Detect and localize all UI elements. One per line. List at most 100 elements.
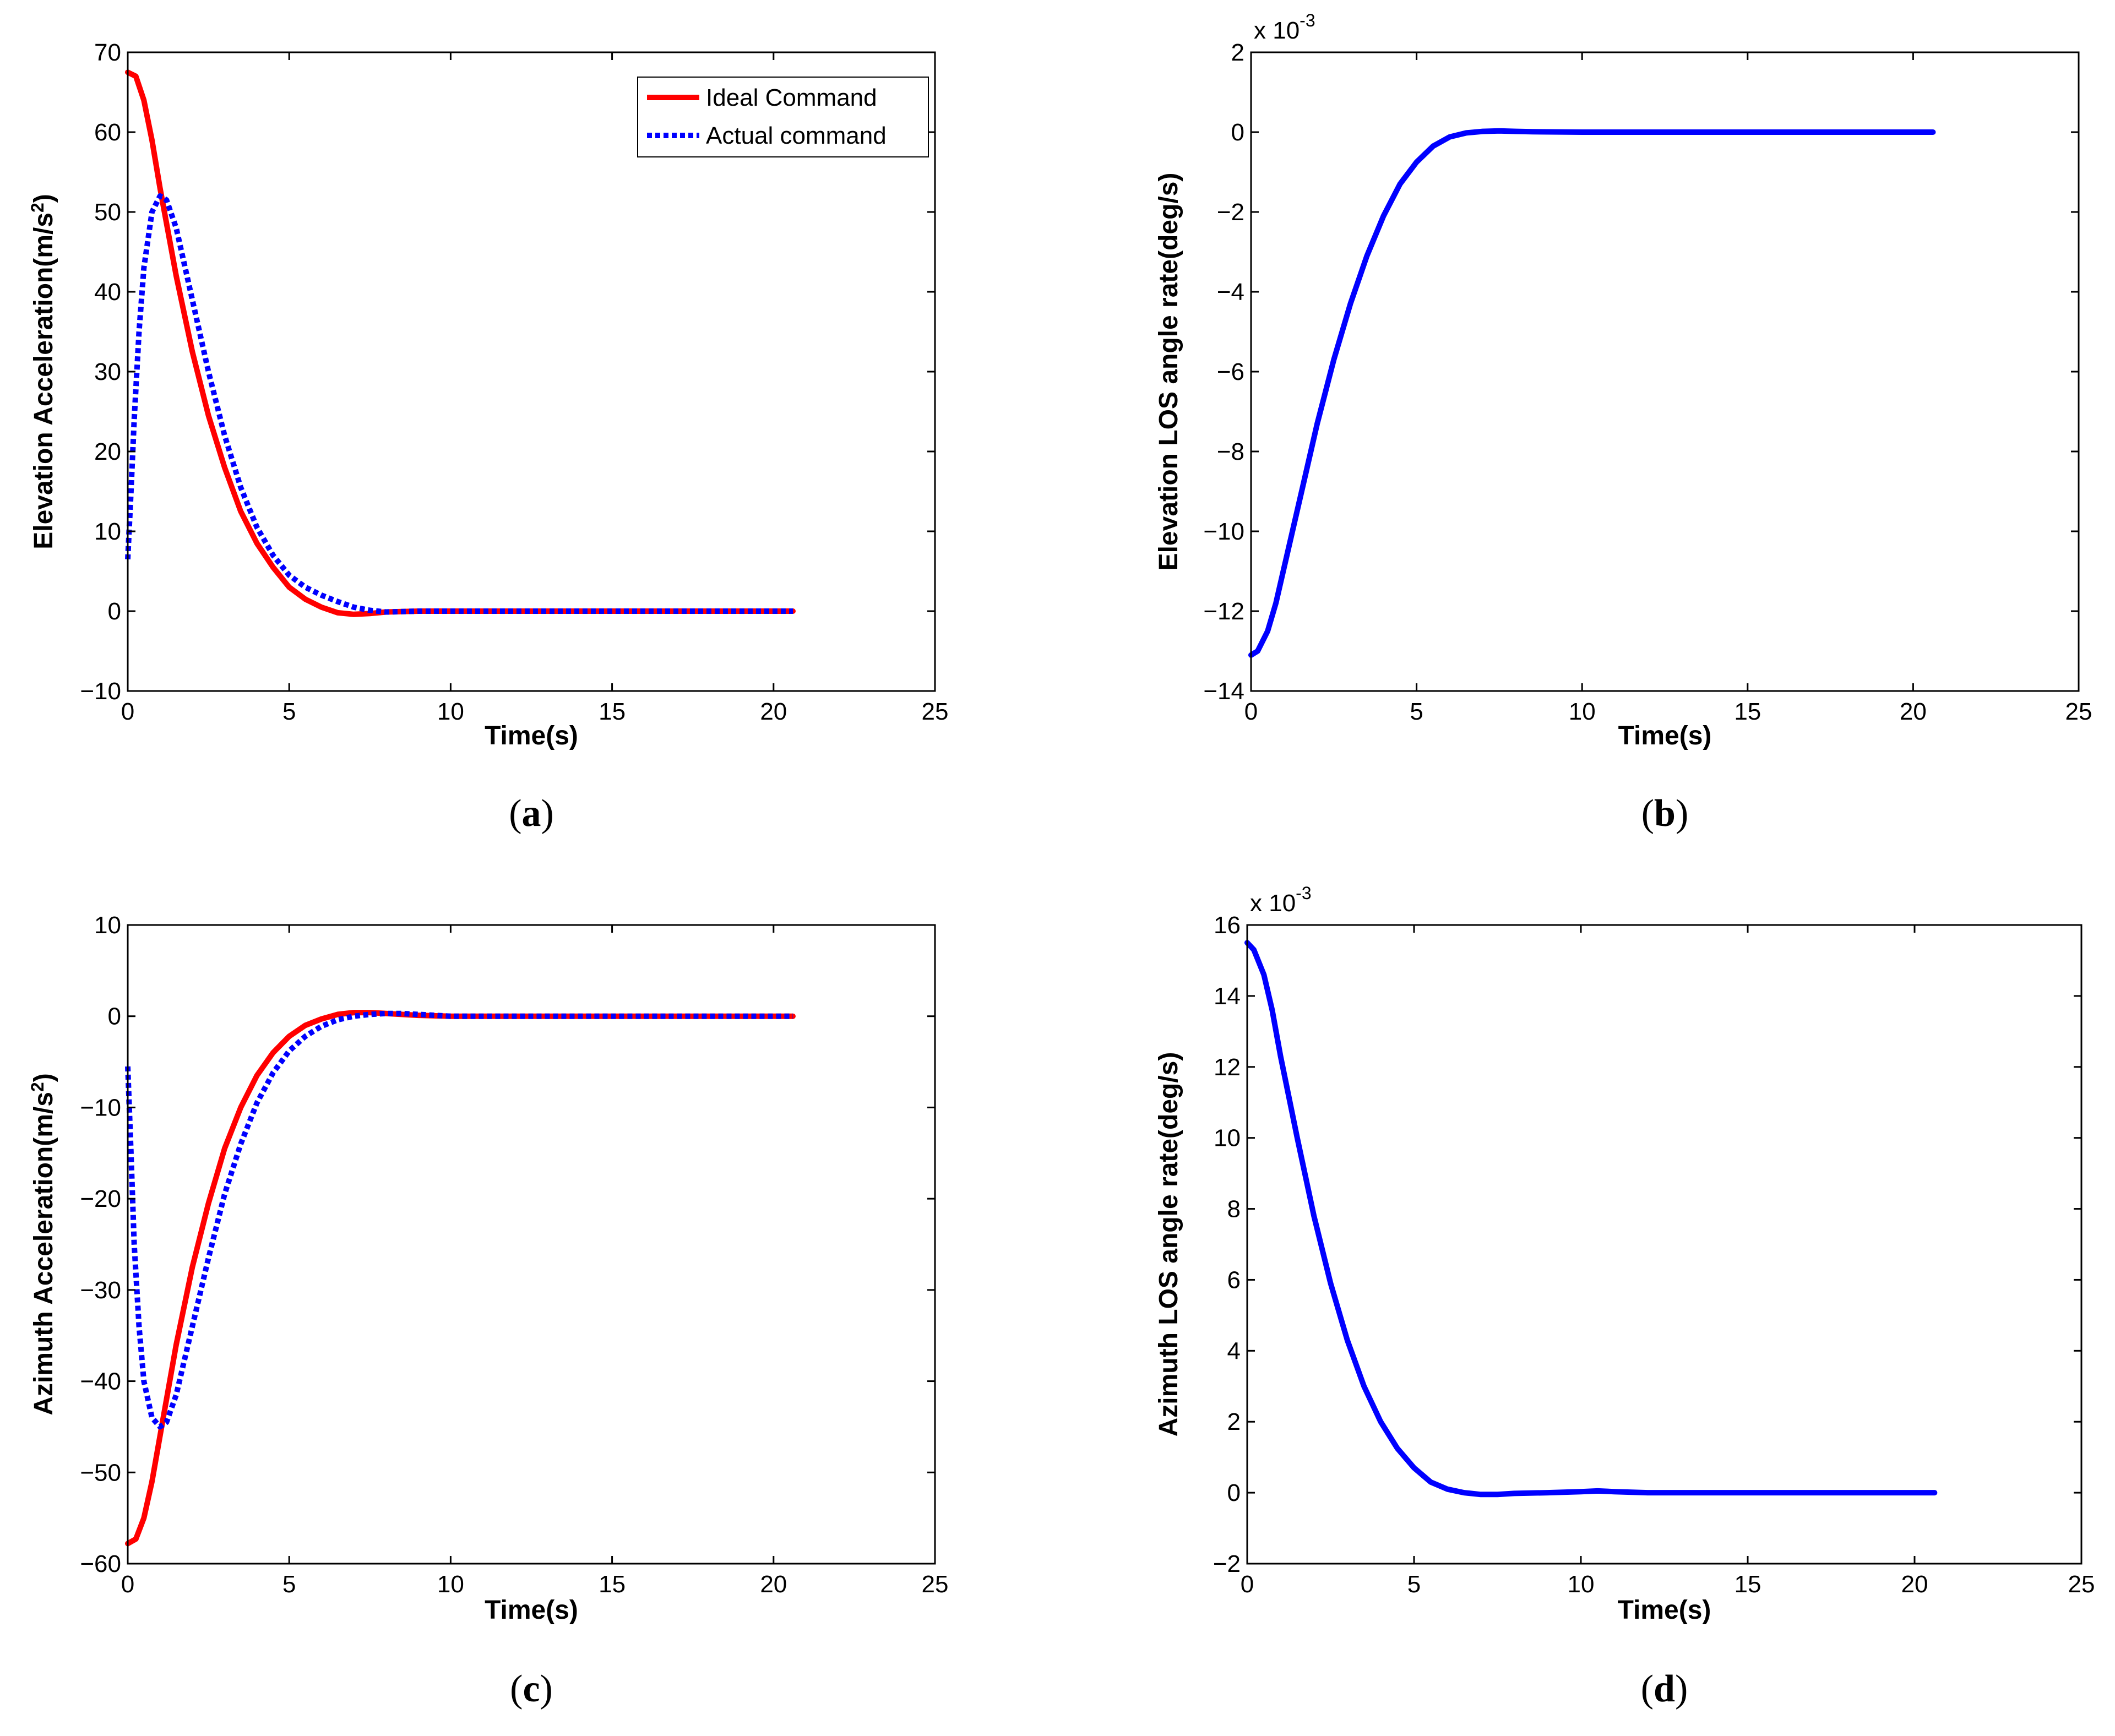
x-tick-label: 0 (1241, 1571, 1254, 1598)
legend-label-actual-command: Actual command (706, 122, 887, 149)
y-axis-label: Elevation Acceleration(m/s2) (28, 194, 58, 549)
panel-label-letter: d (1654, 1668, 1675, 1710)
x-tick-label: 10 (1569, 698, 1596, 725)
y-tick-label: −14 (1203, 678, 1244, 705)
panel-label: (a) (509, 792, 554, 835)
y-tick-label: 20 (94, 438, 121, 465)
x-tick-label: 20 (760, 1571, 787, 1598)
series-line-actual-command (125, 193, 793, 615)
x-tick-label: 0 (1244, 698, 1258, 725)
axis-ticks: 0 5 10 15 20 25 −60 −50 −40 −30 −20 −10 0 10 (80, 912, 948, 1598)
x-tick-label: 15 (1734, 698, 1761, 725)
panel-label-letter: b (1654, 792, 1676, 835)
x-tick-label: 10 (437, 1571, 464, 1598)
y-tick-label: −8 (1217, 438, 1244, 465)
y-tick-label: −2 (1213, 1550, 1241, 1577)
y-tick-label: −12 (1203, 598, 1244, 625)
panel-label-open: ( (510, 1668, 523, 1710)
series-line-actual-command (125, 1010, 793, 1430)
y-tick-label: 10 (1214, 1125, 1241, 1152)
x-tick-label: 5 (282, 1571, 296, 1598)
y-tick-label: 30 (94, 358, 121, 385)
y-tick-label: 40 (94, 279, 121, 306)
y-axis-label-superscript: 2 (28, 203, 47, 213)
y-axis-label: Elevation LOS angle rate(deg/s) (1154, 173, 1183, 571)
exponent-base: x 10 (1254, 17, 1300, 44)
x-tick-label: 20 (1900, 698, 1927, 725)
y-axis-label: Azimuth Acceleration(m/s2) (28, 1073, 58, 1415)
x-axis-label: Time(s) (485, 721, 578, 750)
y-tick-label: 2 (1231, 39, 1244, 66)
y-tick-label: −10 (80, 1094, 121, 1121)
x-tick-label: 0 (121, 1571, 134, 1598)
y-tick-label: 70 (94, 39, 121, 66)
x-tick-label: 5 (1407, 1571, 1421, 1598)
x-axis-label: Time(s) (1618, 1596, 1711, 1625)
panel-label-open: ( (1641, 792, 1654, 835)
y-tick-label: −40 (80, 1368, 121, 1395)
y-axis-label: Azimuth LOS angle rate(deg/s) (1154, 1052, 1183, 1437)
y-tick-label: 6 (1227, 1266, 1241, 1293)
x-tick-label: 25 (2068, 1571, 2095, 1598)
x-tick-label: 25 (922, 698, 949, 725)
chart-panel-b: 0 5 10 15 20 25 −14 −12 −10 −8 −6 −4 −2 0 2 Time(s) El… (1154, 10, 2092, 835)
legend-box (637, 77, 929, 157)
y-tick-label: 50 (94, 199, 121, 226)
series-line-elevation-los-angle-rate (1248, 128, 1936, 658)
curves (125, 69, 796, 617)
y-tick-label: 0 (108, 598, 121, 625)
panel-label-open: ( (1641, 1668, 1654, 1710)
panel-label: (d) (1641, 1668, 1688, 1710)
y-tick-label: −30 (80, 1277, 121, 1304)
y-tick-label: −20 (80, 1185, 121, 1212)
y-tick-label: −4 (1217, 279, 1244, 306)
x-tick-label: 5 (1410, 698, 1423, 725)
x-tick-label: 25 (922, 1571, 949, 1598)
x-tick-label: 15 (599, 1571, 626, 1598)
y-axis-label-tail: ) (29, 194, 58, 203)
exponent-power: -3 (1300, 10, 1315, 30)
legend: Ideal Command Actual command (637, 77, 929, 157)
y-axis-label-main: Elevation Acceleration(m/s (29, 213, 58, 549)
y-tick-label: 12 (1214, 1054, 1241, 1081)
y-tick-label: −10 (1203, 518, 1244, 545)
panel-label-close: ) (1676, 792, 1688, 835)
y-tick-label: 8 (1227, 1196, 1241, 1223)
y-tick-label: 0 (1227, 1479, 1241, 1506)
x-tick-label: 0 (121, 698, 134, 725)
x-tick-label: 10 (1568, 1571, 1595, 1598)
y-axis-label-main: Azimuth Acceleration(m/s (29, 1092, 58, 1416)
y-tick-label: 14 (1214, 983, 1241, 1010)
x-axis-label: Time(s) (1618, 721, 1712, 750)
y-tick-label: 10 (94, 518, 121, 545)
x-axis-label: Time(s) (485, 1596, 578, 1625)
exponent-base: x 10 (1250, 890, 1296, 917)
series-line-azimuth-los-angle-rate (1244, 940, 1938, 1498)
plot-frame (127, 924, 936, 1565)
panel-label-close: ) (1675, 1668, 1688, 1710)
y-axis-exponent: x 10-3 (1250, 883, 1312, 917)
panel-label-letter: c (523, 1668, 540, 1710)
y-tick-label: 0 (108, 1003, 121, 1030)
x-tick-label: 15 (1735, 1571, 1761, 1598)
y-tick-label: 2 (1227, 1408, 1241, 1435)
panel-label-close: ) (541, 792, 554, 835)
y-tick-label: 10 (94, 912, 121, 939)
panel-label-close: ) (540, 1668, 553, 1710)
panel-label-open: ( (509, 792, 521, 835)
x-tick-label: 25 (2065, 698, 2092, 725)
y-axis-label-main: Azimuth LOS angle rate(deg/s) (1154, 1052, 1183, 1437)
x-tick-label: 20 (1901, 1571, 1928, 1598)
panel-label-letter: a (522, 792, 541, 835)
x-tick-label: 20 (760, 698, 787, 725)
y-tick-label: −10 (80, 678, 121, 705)
legend-label-ideal-command: Ideal Command (706, 84, 877, 111)
x-tick-label: 15 (599, 698, 626, 725)
y-tick-label: 16 (1214, 912, 1241, 939)
y-tick-label: 0 (1231, 119, 1244, 146)
